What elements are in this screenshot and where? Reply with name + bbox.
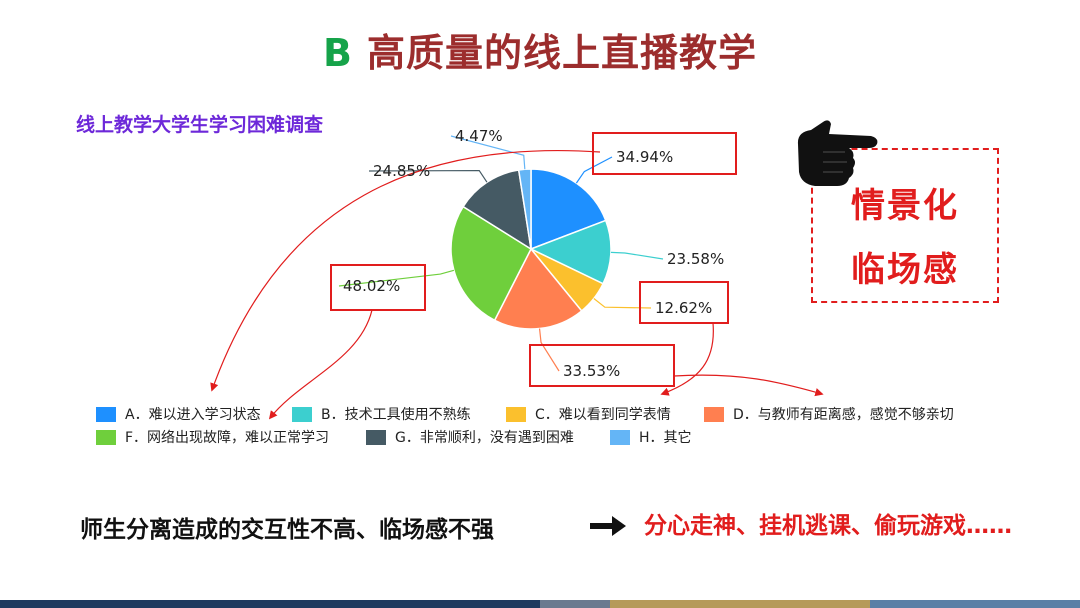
legend-swatch — [506, 406, 526, 422]
legend-label: C．难以看到同学表情 — [535, 407, 671, 423]
legend-label: G．非常顺利，没有遇到困难 — [395, 430, 574, 446]
effect-text: 分心走神、挂机逃课、偷玩游戏…… — [644, 513, 1012, 539]
title-text: 高质量的线上直播教学 — [366, 31, 757, 75]
pointing-hand-icon — [797, 120, 878, 186]
highlight-box-d — [529, 344, 675, 387]
data-label-b: 23.58% — [667, 250, 724, 268]
curve-arrow-c — [660, 322, 714, 396]
leader-line-f — [338, 269, 455, 287]
legend-item-h: H．其它 — [610, 427, 692, 447]
data-label-h: 4.47% — [455, 127, 503, 145]
legend-swatch — [704, 406, 724, 422]
highlight-box-c — [639, 281, 729, 324]
leader-line-b — [610, 251, 664, 260]
legend-item-a: A．难以进入学习状态 — [96, 404, 261, 424]
curve-arrow-a — [210, 149, 601, 392]
pie-slice-g — [462, 169, 532, 251]
leader-line-c — [593, 298, 652, 309]
right-arrow-icon — [590, 516, 626, 536]
callout-line-1: 情景化 — [851, 186, 959, 226]
legend-label: D．与教师有距离感，感觉不够亲切 — [733, 407, 954, 423]
page-title: B 高质量的线上直播教学 — [0, 22, 1080, 77]
legend-label: A．难以进入学习状态 — [125, 407, 261, 423]
data-label-g: 24.85% — [373, 162, 430, 180]
highlight-box-a — [592, 132, 737, 175]
data-label-f: 48.02% — [343, 277, 400, 295]
legend-item-c: C．难以看到同学表情 — [506, 404, 671, 424]
leader-line-a — [575, 156, 613, 184]
legend-item-b: B．技术工具使用不熟练 — [292, 404, 471, 424]
legend-label: B．技术工具使用不熟练 — [321, 407, 471, 423]
leader-line-d — [538, 328, 560, 372]
pie-slice-d — [493, 247, 583, 330]
pie-slice-h — [517, 168, 532, 250]
legend-swatch — [610, 429, 630, 445]
curve-arrow-f — [268, 309, 373, 420]
legend-label: H．其它 — [639, 430, 692, 446]
leader-line-h — [450, 135, 526, 170]
legend-item-g: G．非常顺利，没有遇到困难 — [366, 427, 574, 447]
pie-slice-b — [529, 219, 612, 285]
leader-line-g — [368, 169, 488, 183]
footer-bar — [0, 600, 1080, 608]
data-label-c: 12.62% — [655, 299, 712, 317]
callout-line-2: 临场感 — [851, 250, 959, 290]
legend-label: F．网络出现故障，难以正常学习 — [125, 430, 330, 446]
callout-box: 情景化 临场感 — [811, 148, 999, 303]
cause-text: 师生分离造成的交互性不高、临场感不强 — [80, 517, 494, 543]
pie-slice-a — [530, 168, 607, 251]
chart-subtitle: 线上教学大学生学习困难调查 — [76, 114, 324, 136]
legend-swatch — [96, 406, 116, 422]
data-label-a: 34.94% — [616, 148, 673, 166]
legend-item-f: F．网络出现故障，难以正常学习 — [96, 427, 329, 447]
section-letter: B — [323, 31, 353, 75]
legend-swatch — [292, 406, 312, 422]
highlight-box-f — [330, 264, 426, 311]
legend-item-d: D．与教师有距离感，感觉不够亲切 — [704, 404, 954, 424]
legend-swatch — [96, 429, 116, 445]
data-label-d: 33.53% — [563, 362, 620, 380]
curve-arrow-d — [673, 374, 824, 397]
legend-swatch — [366, 429, 386, 445]
